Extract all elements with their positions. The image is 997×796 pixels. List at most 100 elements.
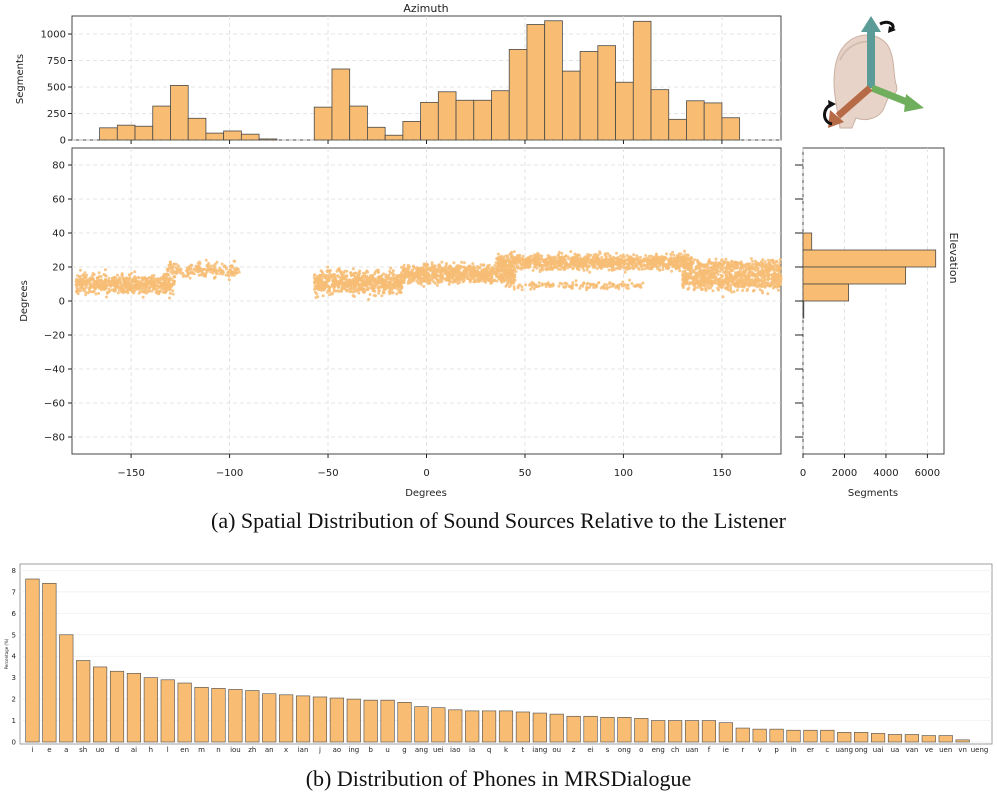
- scatter-point: [460, 277, 464, 281]
- scatter-point: [402, 273, 405, 277]
- scatter-point: [121, 278, 125, 282]
- scatter-point: [104, 283, 108, 287]
- scatter-point: [126, 281, 130, 285]
- scatter-point: [472, 272, 476, 276]
- phone-bar: [211, 688, 226, 743]
- scatter-point: [332, 287, 336, 291]
- scatter-point: [325, 280, 329, 284]
- scatter-point: [359, 277, 363, 281]
- scatter-point: [406, 263, 410, 267]
- scatter-point: [108, 281, 112, 285]
- scatter-point: [376, 268, 380, 272]
- scatter-point: [532, 260, 536, 264]
- scatter-point: [209, 267, 213, 271]
- scatter-point: [162, 274, 166, 278]
- scatter-point: [531, 268, 535, 272]
- elevation-x-label: Segments: [848, 488, 898, 499]
- scatter-point: [480, 274, 484, 278]
- scatter-point: [569, 261, 573, 265]
- scatter-point: [546, 283, 550, 286]
- phone-x-tick-label: ong: [618, 746, 631, 754]
- scatter-point: [356, 282, 360, 286]
- scatter-point: [448, 277, 452, 280]
- scatter-point: [595, 261, 599, 265]
- scatter-point: [574, 279, 578, 283]
- scatter-point: [681, 255, 685, 258]
- scatter-point: [513, 275, 517, 279]
- scatter-point: [522, 260, 526, 264]
- scatter-point: [468, 274, 472, 278]
- scatter-point: [386, 275, 390, 279]
- scatter-point: [563, 267, 567, 271]
- scatter-point: [578, 286, 582, 290]
- scatter-point: [621, 253, 625, 257]
- scatter-point: [393, 284, 397, 288]
- phone-bar: [346, 698, 361, 743]
- scatter-point: [640, 265, 644, 269]
- scatter-point: [585, 261, 589, 265]
- scatter-point: [739, 276, 743, 280]
- phone-x-tick-label: v: [758, 746, 762, 754]
- scatter-point: [736, 263, 740, 267]
- scatter-point: [641, 281, 645, 285]
- scatter-point: [227, 278, 231, 282]
- scatter-point: [113, 289, 117, 293]
- scatter-point: [537, 258, 541, 262]
- phone-x-tick-label: m: [198, 746, 205, 754]
- scatter-point: [116, 291, 120, 295]
- scatter-point: [634, 257, 638, 261]
- scatter-point: [557, 284, 561, 288]
- scatter-point: [749, 257, 753, 261]
- phone-x-tick-label: zh: [248, 746, 256, 754]
- scatter-point: [380, 278, 384, 282]
- scatter-point: [391, 269, 395, 273]
- scatter-point: [766, 258, 770, 262]
- azimuth-bar: [240, 133, 260, 141]
- scatter-point: [744, 281, 748, 285]
- scatter-point: [777, 288, 780, 292]
- scatter-point: [537, 262, 541, 266]
- scatter-point: [760, 285, 763, 288]
- scatter-point: [742, 265, 746, 269]
- scatter-point: [748, 266, 752, 270]
- elevation-bar: [802, 266, 907, 285]
- scatter-point: [432, 265, 436, 269]
- scatter-point: [681, 276, 685, 280]
- scatter-point: [602, 260, 606, 264]
- scatter-point: [122, 290, 126, 294]
- scatter-point: [364, 271, 368, 275]
- scatter-point: [137, 276, 141, 280]
- scatter-point: [527, 256, 531, 260]
- scatter-point: [83, 279, 86, 283]
- azimuth-y-tick-label: 250: [47, 109, 66, 120]
- scatter-point: [573, 252, 577, 256]
- azimuth-bar: [187, 117, 207, 141]
- scatter-point: [196, 270, 200, 274]
- scatter-point: [458, 273, 462, 277]
- scatter-point: [703, 268, 707, 272]
- scatter-point: [114, 276, 118, 280]
- scatter-point: [586, 264, 590, 268]
- scatter-point: [509, 252, 513, 256]
- scatter-point: [564, 285, 568, 289]
- scatter-point: [685, 280, 689, 284]
- scatter-point: [361, 271, 365, 275]
- scatter-point: [237, 270, 241, 274]
- scatter-point: [138, 289, 142, 293]
- scatter-point: [419, 276, 423, 280]
- scatter-point: [517, 259, 521, 263]
- scatter-point: [462, 261, 466, 265]
- phone-bar: [634, 718, 649, 743]
- scatter-y-tick-label: 80: [52, 161, 65, 172]
- scatter-point: [75, 286, 79, 290]
- scatter-point: [496, 266, 499, 270]
- scatter-point: [197, 264, 201, 268]
- scatter-point: [168, 291, 172, 295]
- scatter-point: [479, 263, 483, 267]
- scatter-point: [577, 258, 581, 262]
- scatter-point: [422, 284, 426, 288]
- scatter-point: [486, 270, 490, 274]
- scatter-point: [768, 283, 772, 287]
- scatter-point: [171, 268, 175, 272]
